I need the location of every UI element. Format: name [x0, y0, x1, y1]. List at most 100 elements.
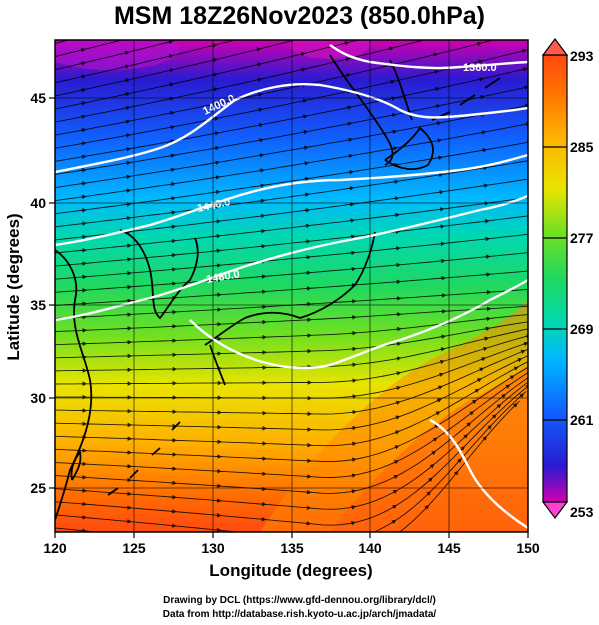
wind-arrow: [302, 129, 309, 135]
wind-arrow: [215, 498, 222, 503]
wind-arrow: [438, 207, 445, 212]
wind-arrow: [575, 267, 580, 268]
wind-arrow: [258, 168, 265, 173]
wind-arrow: [79, 61, 87, 66]
wind-arrow: [80, 168, 87, 173]
wind-arrow: [395, 341, 402, 347]
wind-arrow: [350, 346, 357, 352]
wind-arrow: [529, 234, 534, 235]
wind-arrow: [170, 523, 177, 528]
wind-arrow: [300, 67, 307, 72]
y-tick-label: 40: [30, 195, 46, 211]
colorbar: [541, 38, 569, 519]
wind-arrow: [432, 437, 438, 442]
x-tick-label: 130: [201, 540, 225, 556]
wind-arrow: [126, 535, 131, 536]
wind-arrow: [344, 57, 351, 62]
wind-arrow: [168, 110, 175, 116]
wind-arrow: [394, 430, 400, 435]
wind-arrow: [125, 215, 132, 221]
colorbar-label: 285: [570, 139, 594, 155]
wind-arrow: [80, 101, 87, 106]
wind-arrow: [529, 321, 534, 322]
wind-arrow: [438, 224, 446, 229]
wind-arrow: [481, 346, 488, 352]
x-axis: [54, 532, 529, 538]
streamline: [55, 361, 528, 447]
wind-arrow: [350, 489, 357, 494]
wind-arrow: [394, 229, 401, 234]
wind-arrow: [169, 196, 177, 201]
wind-arrow: [350, 266, 357, 272]
wind-arrow: [569, 115, 574, 116]
wind-arrow: [487, 424, 492, 430]
wind-arrow: [305, 555, 310, 556]
streamline: [55, 348, 528, 415]
wind-arrow: [124, 119, 131, 124]
wind-arrow: [512, 402, 518, 408]
wind-arrow: [496, 403, 502, 409]
x-tick-labels: 120 125 130 135 140 145 150: [43, 540, 540, 556]
wind-arrow: [124, 133, 131, 138]
wind-arrow: [215, 527, 222, 532]
wind-arrow: [305, 539, 310, 540]
streamline: [55, 377, 528, 494]
wind-arrow: [433, 69, 440, 75]
wind-arrow: [480, 357, 487, 362]
wind-arrow: [394, 415, 401, 420]
wind-arrow: [303, 192, 310, 197]
wind-arrow: [435, 121, 442, 126]
contour-label-1360: 1360.0: [463, 62, 497, 74]
wind-arrow: [484, 326, 491, 332]
x-tick-label: 135: [280, 540, 304, 556]
wind-arrow: [214, 219, 222, 224]
wind-arrow: [391, 535, 395, 538]
wind-arrow: [481, 165, 488, 171]
y-tick-labels: 45 40 35 30 25: [30, 90, 46, 496]
wind-arrow: [434, 411, 441, 416]
wind-arrow: [523, 103, 528, 109]
wind-arrow: [395, 385, 402, 391]
wind-arrow: [522, 341, 528, 347]
streamline: [55, 252, 528, 293]
wind-arrow: [167, 54, 174, 59]
wind-arrow: [391, 129, 398, 135]
wind-arrow: [350, 457, 357, 462]
wind-arrow: [528, 215, 533, 216]
wind-arrow: [387, 46, 394, 51]
wind-arrow: [521, 67, 528, 72]
wind-arrow: [80, 208, 87, 213]
wind-arrow: [258, 183, 266, 188]
wind-arrow: [255, 62, 263, 67]
wind-arrow: [260, 517, 267, 522]
wind-arrow: [125, 257, 132, 262]
wind-arrow: [80, 74, 87, 79]
wind-arrow: [391, 146, 398, 151]
wind-arrow: [349, 250, 356, 256]
wind-arrow: [80, 261, 87, 266]
wind-arrow: [391, 519, 397, 525]
wind-arrow: [169, 139, 176, 144]
wind-arrow: [432, 37, 437, 38]
streamline: [55, 40, 297, 97]
wind-arrow: [214, 175, 221, 180]
wind-arrow: [519, 393, 525, 398]
wind-arrow: [390, 112, 397, 118]
wind-arrow: [301, 98, 308, 104]
wind-arrow: [256, 92, 263, 98]
wind-arrow: [505, 384, 511, 389]
wind-arrow: [438, 372, 445, 377]
wind-arrow: [213, 160, 221, 165]
wind-arrow: [570, 134, 575, 135]
wind-arrow: [482, 183, 489, 188]
data-credit: Data from http://database.rish.kyoto-u.a…: [162, 609, 437, 620]
wind-arrow: [483, 336, 490, 341]
wind-arrow: [348, 186, 355, 191]
wind-arrow: [436, 398, 442, 403]
wind-arrow: [389, 79, 396, 85]
wind-arrow: [304, 208, 311, 213]
wind-arrow: [429, 463, 435, 469]
wind-arrow: [124, 147, 131, 152]
wind-arrow: [457, 458, 462, 464]
colorbar-label: 293: [570, 48, 594, 64]
